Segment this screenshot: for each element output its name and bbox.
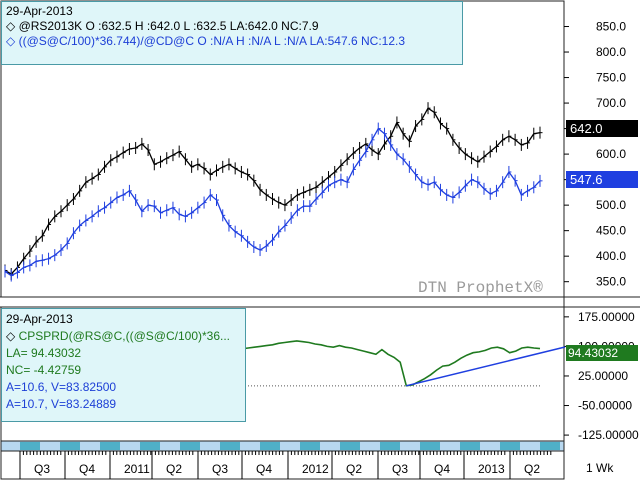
lower-legend-a1: A=10.6, V=83.82500 <box>6 380 117 394</box>
upper-legend-canola-text: @RS2013K O :632.5 H :642.0 L :632.5 LA:6… <box>18 19 319 33</box>
upper-y-tick-label: 450.0 <box>596 224 626 238</box>
upper-y-tick-label: 400.0 <box>596 249 626 263</box>
upper-legend[interactable]: 29-Apr-2013 ◇ @RS2013K O :632.5 H :642.0… <box>1 1 463 65</box>
lower-legend-a2: A=10.7, V=83.24889 <box>6 397 117 411</box>
watermark-text: DTN ProphetX® <box>418 279 543 297</box>
spread-last-badge: 94.43032 <box>566 345 638 361</box>
time-strip-ticks <box>20 442 560 450</box>
time-strip-segment <box>540 442 560 450</box>
spread-last-value: 94.43032 <box>568 346 618 360</box>
time-strip-segment <box>220 442 240 450</box>
x-axis: Q3 Q4 2011 Q2 Q3 Q4 2012 Q2 Q3 Q4 2013 Q2 <box>19 451 552 479</box>
upper-y-axis: 350.0400.0450.0500.0550.0600.0650.0700.0… <box>564 20 626 289</box>
upper-legend-row-canola: ◇ @RS2013K O :632.5 H :642.0 L :632.5 LA… <box>6 19 458 34</box>
time-strip-segment <box>300 442 320 450</box>
lower-y-tick-label: 175.00000 <box>578 310 635 324</box>
upper-y-tick-label: 800.0 <box>596 45 626 59</box>
time-strip-segment <box>20 442 40 450</box>
upper-legend-soy-text: ((@S@C/100)*36.744)/@CD@C O :N/A H :N/A … <box>18 34 406 48</box>
period-label[interactable]: 1 Wk <box>586 461 614 475</box>
time-strip-segment <box>460 442 480 450</box>
time-strip-segment <box>260 442 280 450</box>
time-strip-segment <box>60 442 80 450</box>
x-axis-label: Q4 <box>434 462 450 476</box>
upper-legend-row-soy: ◇ ((@S@C/100)*36.744)/@CD@C O :N/A H :N/… <box>6 34 458 49</box>
soy-last-badge: 547.6 <box>566 171 638 188</box>
x-axis-label: Q2 <box>346 462 362 476</box>
upper-y-tick-label: 600.0 <box>596 147 626 161</box>
lower-legend-title-row: ◇ CPSPRD(@RS@C,((@S@C/100)*36... <box>6 328 241 345</box>
lower-y-tick-label: 25.00000 <box>578 369 628 383</box>
lower-legend[interactable]: 29-Apr-2013 ◇ CPSPRD(@RS@C,((@S@C/100)*3… <box>1 308 246 422</box>
lower-y-axis: 175.00000100.0000025.00000-50.00000-125.… <box>564 310 639 442</box>
upper-legend-date: 29-Apr-2013 <box>6 4 73 18</box>
canola-last-bg <box>566 120 638 137</box>
soy-last-value: 547.6 <box>570 172 603 187</box>
diamond-icon: ◇ <box>6 329 16 343</box>
x-axis-label: Q2 <box>524 462 540 476</box>
x-axis-label: Q3 <box>392 462 408 476</box>
soy-last-bg <box>566 171 638 188</box>
lower-legend-nc: NC= -4.42759 <box>6 363 82 377</box>
time-strip-segment <box>420 442 440 450</box>
x-axis-label: 2013 <box>478 462 505 476</box>
upper-y-tick-label: 500.0 <box>596 198 626 212</box>
upper-y-tick-label: 750.0 <box>596 71 626 85</box>
canola-last-value: 642.0 <box>570 121 603 136</box>
lower-y-tick-label: -125.00000 <box>578 428 639 442</box>
x-axis-label: 2011 <box>124 462 150 476</box>
time-strip-segment <box>140 442 160 450</box>
x-axis-label: Q2 <box>166 462 182 476</box>
spread-last-bg <box>566 345 638 361</box>
x-axis-label: Q4 <box>256 462 272 476</box>
trendline <box>406 346 566 387</box>
lower-legend-title: CPSPRD(@RS@C,((@S@C/100)*36... <box>18 329 231 343</box>
diamond-icon: ◇ <box>6 19 16 33</box>
time-strip-segment <box>180 442 200 450</box>
x-axis-label: 2012 <box>302 462 329 476</box>
time-strip-segment <box>380 442 400 450</box>
time-strip-segment <box>340 442 360 450</box>
time-strip-segment <box>500 442 520 450</box>
upper-y-tick-label: 700.0 <box>596 96 626 110</box>
x-axis-label: Q3 <box>34 462 50 476</box>
lower-y-tick-label: -50.00000 <box>578 399 632 413</box>
upper-y-tick-label: 350.0 <box>596 275 626 289</box>
upper-y-tick-label: 850.0 <box>596 20 626 34</box>
upper-plot-area <box>4 102 543 282</box>
lower-legend-date: 29-Apr-2013 <box>6 312 73 326</box>
x-axis-label: Q4 <box>79 462 95 476</box>
lower-legend-la: LA= 94.43032 <box>6 346 82 360</box>
x-axis-label: Q3 <box>212 462 228 476</box>
canola-last-badge: 642.0 <box>566 120 638 137</box>
time-strip-segment <box>100 442 120 450</box>
diamond-icon: ◇ <box>6 34 16 48</box>
